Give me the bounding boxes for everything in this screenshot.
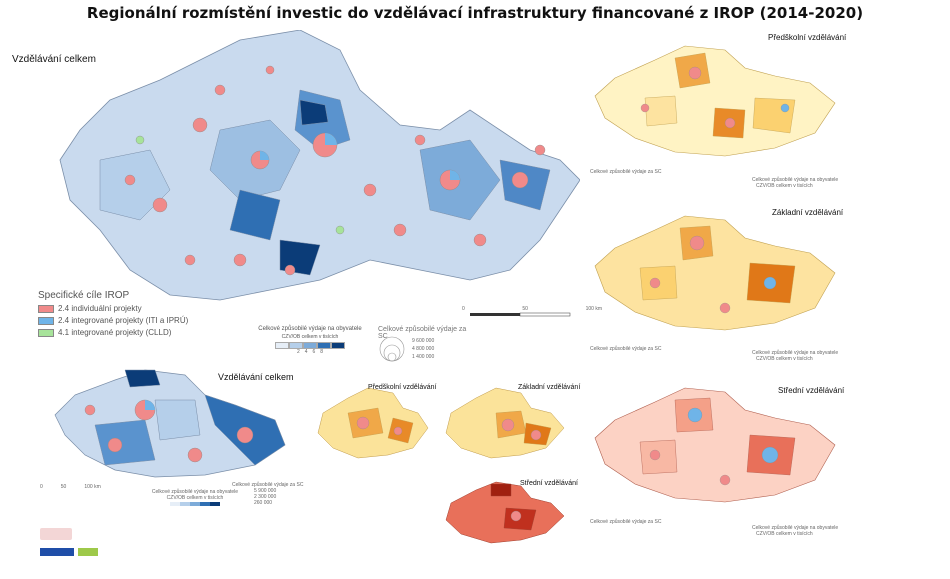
legend-item: 2.4 individuální projekty [38, 304, 188, 313]
choropleth-tick: 6 [312, 349, 316, 355]
choropleth-subtitle: CZV/OB celkem v tisících [281, 334, 339, 340]
scale-label: 50 [60, 484, 67, 490]
right-map-choropleth-title: Celkové způsobilé výdaje na obyvatele [752, 350, 839, 356]
legend-title: Specifické cíle IROP [38, 290, 130, 301]
legend-label: 2.4 integrované projekty (ITI a IPRÚ) [58, 316, 189, 325]
main-map-region [229, 189, 281, 241]
choropleth-tick: 8 [320, 349, 324, 355]
circle-legend-value: 9 600 000 [412, 338, 435, 344]
right-map-stredni [594, 387, 836, 503]
circle-legend-value: 4 800 000 [412, 346, 435, 352]
scale-label: 100 km [585, 306, 602, 312]
kraje-map-label: Vzdělávání celkem [218, 372, 294, 382]
main-map [59, 30, 580, 317]
right-map-choropleth-subtitle: CZV/OB celkem v tisících [756, 356, 813, 362]
scale-label: 0 [462, 306, 465, 312]
main-map-scale-labels: 0 50 100 km [462, 306, 602, 312]
small-map-predskolni [317, 387, 429, 459]
main-choropleth-legend: Celkové způsobilé výdaje na obyvatele CZ… [245, 326, 375, 355]
right-map-label: Základní vzdělávání [772, 208, 844, 217]
main-map-pies [124, 65, 546, 276]
scale-label: 100 km [84, 484, 101, 490]
legend-swatch [38, 316, 54, 325]
logo-eu [40, 548, 74, 556]
right-map-choropleth-title: Celkové způsobilé výdaje na obyvatele [752, 177, 839, 183]
legend-swatch [38, 304, 54, 313]
small-map-label: Předškolní vzdělávání [368, 384, 437, 391]
right-map-choropleth-subtitle: CZV/OB celkem v tisících [756, 531, 813, 537]
legend-label: 4.1 integrované projekty (CLLD) [58, 328, 172, 337]
scale-label: 0 [40, 484, 43, 490]
page-title: Regionální rozmístění investic do vzdělá… [86, 4, 864, 22]
logo-irop [78, 548, 98, 556]
main-map-region [299, 99, 329, 126]
choropleth-ramp [140, 502, 250, 506]
small-map-stredni [445, 481, 565, 544]
main-map-outline [59, 30, 580, 301]
circle-legend-value: 1 400 000 [412, 354, 435, 360]
choropleth-ticks: 2 4 6 8 [245, 349, 375, 355]
circle-legend-value: 5 900 000 [254, 488, 277, 494]
main-map-legend: Specifické cíle IROP 2.4 individuální pr… [38, 290, 188, 337]
scale-label: 50 [522, 306, 528, 312]
legend-item: 2.4 integrované projekty (ITI a IPRÚ) [38, 316, 188, 325]
legend-label: 2.4 individuální projekty [58, 304, 142, 313]
kraje-circle-legend: Celkové způsobilé výdaje za SC 5 900 000… [232, 482, 307, 506]
choropleth-title: Celkové způsobilé výdaje na obyvatele [151, 489, 239, 495]
right-map-choropleth-title: Celkové způsobilé výdaje na obyvatele [752, 525, 839, 531]
kraje-map [54, 369, 286, 478]
main-map-label: Vzdělávání celkem [12, 54, 96, 65]
main-circle-legend: Celkové způsobilé výdaje za SC 9 600 000… [378, 326, 468, 362]
right-map-label: Předškolní vzdělávání [768, 33, 847, 42]
right-map-circle-title: Celkové způsobilé výdaje za SC [590, 169, 662, 175]
circle-legend-title: Celkové způsobilé výdaje za SC [378, 326, 467, 340]
choropleth-subtitle: CZV/OB celkem v tisících [166, 495, 224, 501]
circle-legend-symbols [379, 336, 405, 362]
choropleth-tick: 4 [304, 349, 308, 355]
circle-legend-value: 260 000 [254, 500, 273, 506]
right-map-label: Střední vzdělávání [778, 386, 845, 395]
kraje-scale-labels: 0 50 100 km [40, 484, 101, 490]
right-map-predskolni [594, 45, 836, 157]
kraje-choropleth-legend: Celkové způsobilé výdaje na obyvatele CZ… [140, 489, 250, 506]
right-map-circle-title: Celkové způsobilé výdaje za SC [590, 519, 662, 525]
small-map-label: Základní vzdělávání [518, 384, 581, 391]
right-map-circle-title: Celkové způsobilé výdaje za SC [590, 346, 662, 352]
legend-swatch [38, 328, 54, 337]
logo-ministry [40, 528, 72, 540]
main-map-scale-bar [470, 312, 571, 317]
legend-item: 4.1 integrované projekty (CLLD) [38, 328, 188, 337]
choropleth-title: Celkové způsobilé výdaje na obyvatele [258, 326, 362, 332]
right-map-zakladni [594, 215, 836, 331]
choropleth-tick: 2 [296, 349, 300, 355]
small-map-label: Střední vzdělávání [520, 480, 578, 487]
right-map-choropleth-subtitle: CZV/OB celkem v tisících [756, 183, 813, 189]
circle-legend-value: 2 300 000 [254, 494, 277, 500]
small-map-zakladni [445, 387, 565, 459]
choropleth-ramp [245, 342, 375, 349]
circle-legend-title: Celkové způsobilé výdaje za SC [232, 482, 304, 488]
